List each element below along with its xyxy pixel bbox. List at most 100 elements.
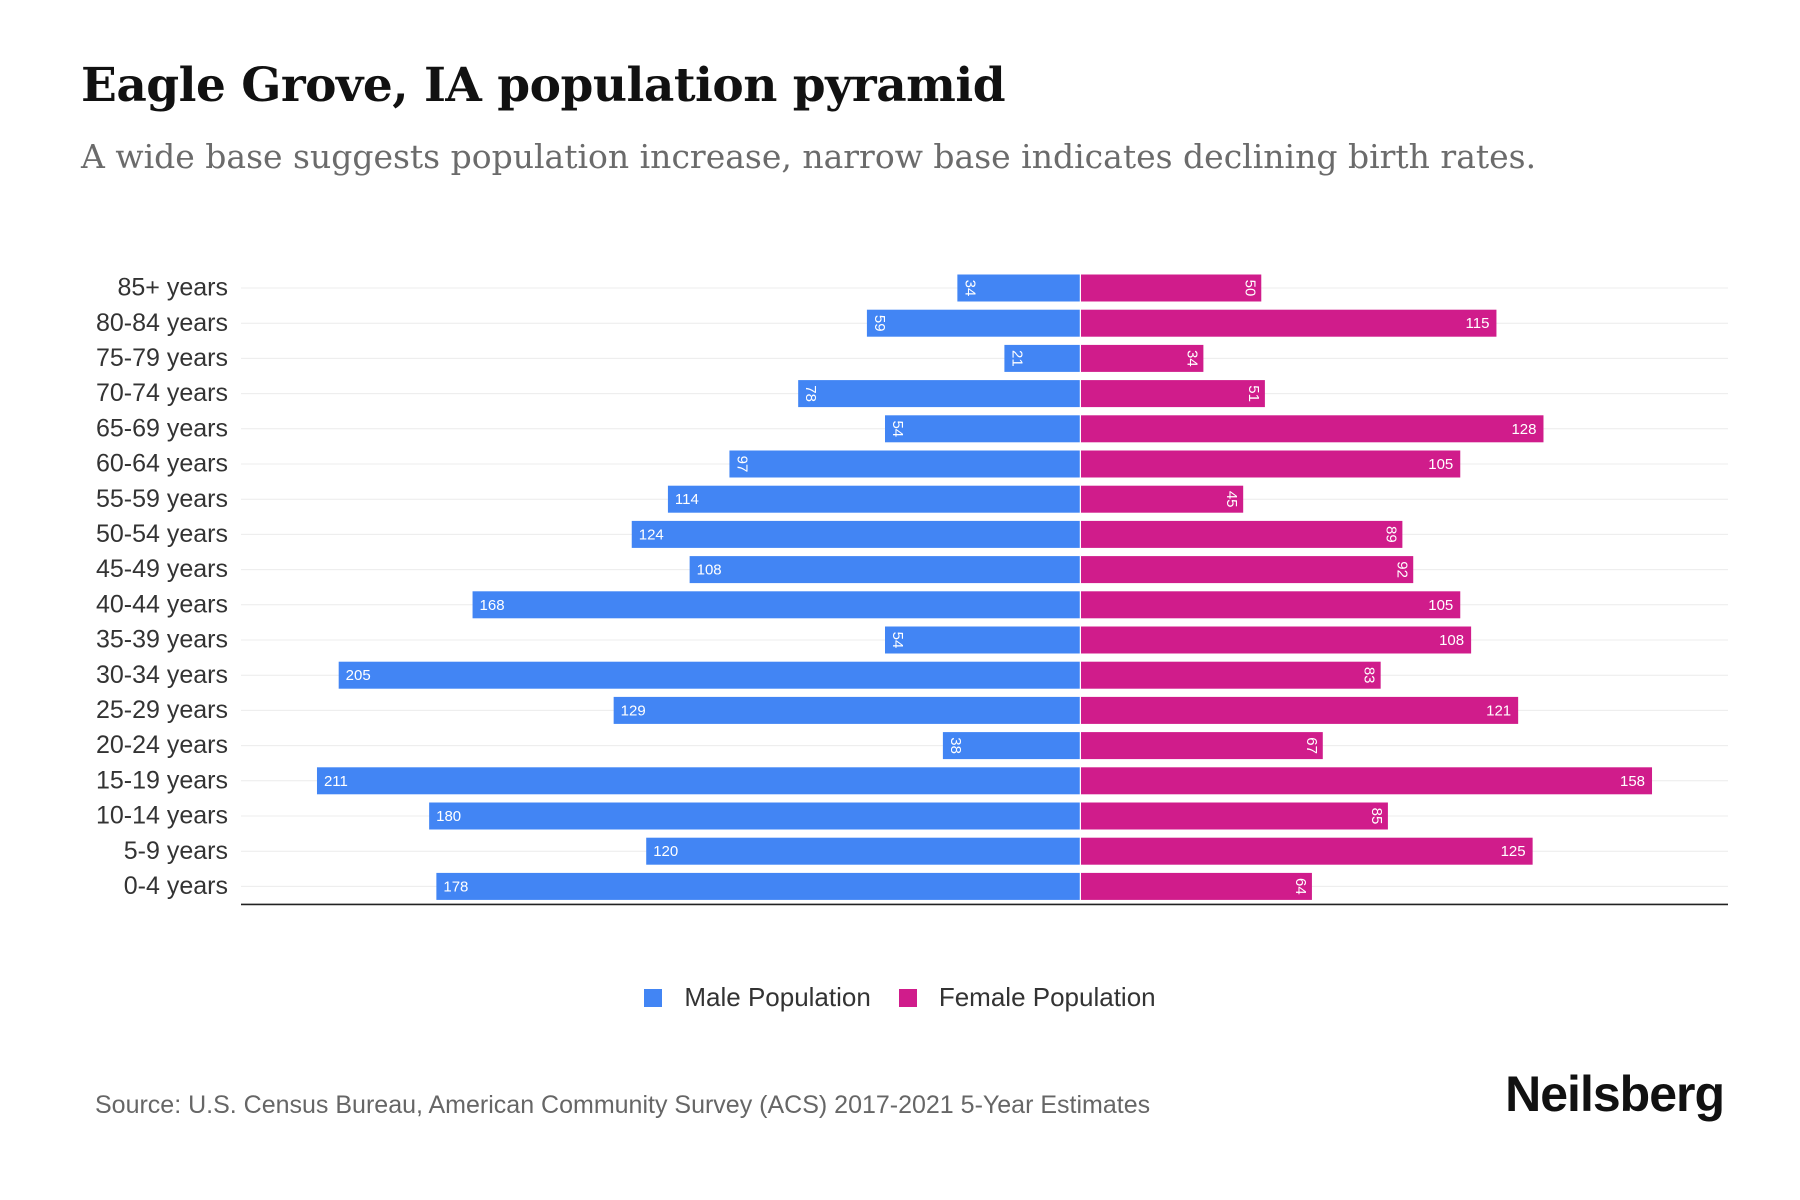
male-value-label: 21 bbox=[1008, 350, 1025, 367]
category-label: 40-44 years bbox=[96, 590, 228, 618]
category-label: 0-4 years bbox=[124, 872, 228, 900]
male-value-label: 54 bbox=[889, 420, 906, 437]
female-value-label: 121 bbox=[1486, 702, 1511, 719]
male-bar bbox=[472, 591, 1081, 619]
category-label: 35-39 years bbox=[96, 626, 228, 654]
female-bar bbox=[1080, 380, 1265, 408]
female-bar bbox=[1080, 802, 1388, 830]
category-label: 60-64 years bbox=[96, 450, 228, 478]
male-value-label: 124 bbox=[639, 526, 664, 543]
male-value-label: 108 bbox=[697, 562, 722, 579]
female-value-label: 128 bbox=[1511, 421, 1536, 438]
legend-item-female[interactable]: Female Population bbox=[898, 982, 1156, 1013]
brand-logo: Neilsberg bbox=[1505, 1066, 1725, 1122]
male-bar bbox=[942, 732, 1081, 760]
female-bar bbox=[1080, 661, 1381, 689]
female-value-label: 45 bbox=[1223, 491, 1240, 508]
female-bar bbox=[1080, 415, 1544, 443]
male-value-label: 38 bbox=[947, 737, 964, 754]
male-value-label: 180 bbox=[436, 808, 461, 825]
female-bar bbox=[1080, 696, 1519, 724]
category-label: 80-84 years bbox=[96, 309, 228, 337]
population-pyramid-chart: 85+ years 34 50 80-84 years 59 115 75-79 years… bbox=[96, 272, 1728, 906]
male-value-label: 59 bbox=[871, 315, 888, 332]
female-value-label: 85 bbox=[1368, 808, 1385, 825]
female-bar bbox=[1080, 837, 1533, 865]
male-bar bbox=[646, 837, 1081, 865]
legend-label-male: Male Population bbox=[684, 982, 871, 1012]
male-bar bbox=[667, 485, 1081, 513]
male-bar bbox=[866, 309, 1081, 337]
male-value-label: 34 bbox=[961, 280, 978, 297]
category-label: 70-74 years bbox=[96, 379, 228, 407]
female-value-label: 64 bbox=[1292, 878, 1309, 895]
male-bar bbox=[436, 872, 1081, 900]
male-bar bbox=[885, 626, 1081, 654]
legend-swatch-female bbox=[898, 988, 917, 1007]
female-value-label: 50 bbox=[1241, 280, 1258, 297]
category-label: 85+ years bbox=[118, 274, 229, 302]
female-bar bbox=[1080, 344, 1204, 372]
category-label: 5-9 years bbox=[124, 837, 228, 865]
male-bar bbox=[689, 556, 1081, 584]
category-label: 30-34 years bbox=[96, 661, 228, 689]
male-value-label: 205 bbox=[346, 667, 371, 684]
female-bar bbox=[1080, 485, 1244, 513]
male-value-label: 114 bbox=[675, 491, 699, 508]
female-bar bbox=[1080, 450, 1461, 478]
female-bar bbox=[1080, 767, 1653, 795]
legend-item-male[interactable]: Male Population bbox=[644, 982, 871, 1013]
male-bar bbox=[631, 520, 1081, 548]
female-value-label: 158 bbox=[1620, 773, 1645, 790]
male-value-label: 211 bbox=[324, 773, 348, 790]
male-value-label: 129 bbox=[621, 702, 646, 719]
category-label: 75-79 years bbox=[96, 344, 228, 372]
female-value-label: 105 bbox=[1428, 456, 1453, 473]
female-bar bbox=[1080, 520, 1403, 548]
female-bar bbox=[1080, 274, 1262, 302]
female-bar bbox=[1080, 309, 1497, 337]
male-bar bbox=[798, 380, 1081, 408]
female-bar bbox=[1080, 732, 1323, 760]
category-label: 20-24 years bbox=[96, 731, 228, 759]
female-value-label: 92 bbox=[1393, 561, 1410, 578]
female-value-label: 51 bbox=[1245, 385, 1262, 402]
male-value-label: 120 bbox=[653, 843, 678, 860]
female-bar bbox=[1080, 556, 1414, 584]
male-value-label: 97 bbox=[733, 456, 750, 473]
male-value-label: 178 bbox=[443, 878, 468, 895]
female-value-label: 108 bbox=[1439, 632, 1464, 649]
female-value-label: 115 bbox=[1466, 315, 1490, 332]
female-value-label: 125 bbox=[1501, 843, 1526, 860]
female-value-label: 105 bbox=[1428, 597, 1453, 614]
male-bar bbox=[338, 661, 1081, 689]
source-note: Source: U.S. Census Bureau, American Com… bbox=[95, 1091, 1151, 1119]
male-bar bbox=[613, 696, 1081, 724]
male-value-label: 168 bbox=[480, 597, 505, 614]
female-value-label: 34 bbox=[1183, 350, 1200, 367]
male-bar bbox=[1004, 344, 1081, 372]
female-bar bbox=[1080, 626, 1472, 654]
male-value-label: 54 bbox=[889, 632, 906, 649]
male-bar bbox=[429, 802, 1081, 830]
legend-swatch-male bbox=[644, 988, 663, 1007]
female-bar bbox=[1080, 591, 1461, 619]
male-bar bbox=[316, 767, 1081, 795]
legend: Male Population Female Population bbox=[0, 982, 1800, 1013]
female-value-label: 67 bbox=[1303, 737, 1320, 754]
category-label: 45-49 years bbox=[96, 555, 228, 583]
category-label: 25-29 years bbox=[96, 696, 228, 724]
male-value-label: 78 bbox=[802, 385, 819, 402]
category-label: 65-69 years bbox=[96, 414, 228, 442]
male-bar bbox=[729, 450, 1081, 478]
male-bar bbox=[957, 274, 1081, 302]
chart-subtitle: A wide base suggests population increase… bbox=[81, 137, 1537, 176]
female-value-label: 83 bbox=[1361, 667, 1378, 684]
category-label: 10-14 years bbox=[96, 802, 228, 830]
chart-title: Eagle Grove, IA population pyramid bbox=[81, 58, 1006, 113]
female-bar bbox=[1080, 872, 1312, 900]
category-label: 55-59 years bbox=[96, 485, 228, 513]
category-label: 15-19 years bbox=[96, 766, 228, 794]
female-value-label: 89 bbox=[1382, 526, 1399, 543]
legend-label-female: Female Population bbox=[938, 982, 1156, 1012]
